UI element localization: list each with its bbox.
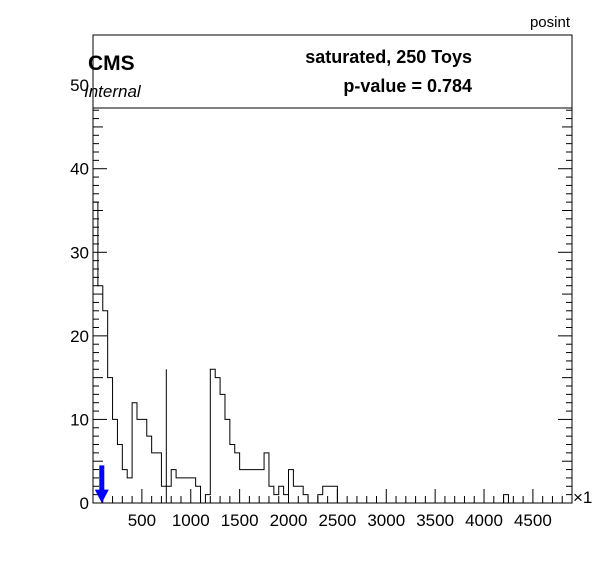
histogram-group: [92, 201, 572, 504]
legend-toy-label: saturated, 250 Toys: [305, 47, 472, 67]
y-tick-label: 10: [70, 410, 89, 429]
x-tick-label: 4500: [514, 511, 552, 530]
x-tick-label: 3500: [416, 511, 454, 530]
internal-label: Internal: [84, 82, 142, 101]
y-tick-label: 50: [70, 76, 89, 95]
y-tick-label: 0: [80, 494, 89, 513]
cms-label: CMS: [88, 52, 135, 75]
x-tick-label: 1000: [172, 511, 210, 530]
axes-group: 0 10 20 30 40 50 500 1000 1500 2000 2500 3000 3500 40…: [70, 34, 573, 530]
x-tick-label: 3000: [367, 511, 405, 530]
y-tick-label: 30: [70, 243, 89, 262]
x-tick-label: 500: [128, 511, 156, 530]
legend-pvalue-label: p-value = 0.784: [343, 76, 472, 96]
x-tick-label: 2500: [318, 511, 356, 530]
observed-marker-group: [94, 465, 109, 503]
y-tick-label: 20: [70, 327, 89, 346]
chart-title: posint: [530, 14, 571, 31]
legend-frame: [92, 34, 573, 109]
x-tick-label: 2000: [270, 511, 308, 530]
x-tick-label: 1500: [221, 511, 259, 530]
x-exponent-label: ×1: [573, 488, 592, 507]
y-tick-label: 40: [70, 160, 89, 179]
legend-box: [92, 34, 573, 109]
observed-arrow-head: [94, 489, 109, 503]
histogram-outline: [92, 201, 572, 504]
x-tick-label: 4000: [465, 511, 503, 530]
